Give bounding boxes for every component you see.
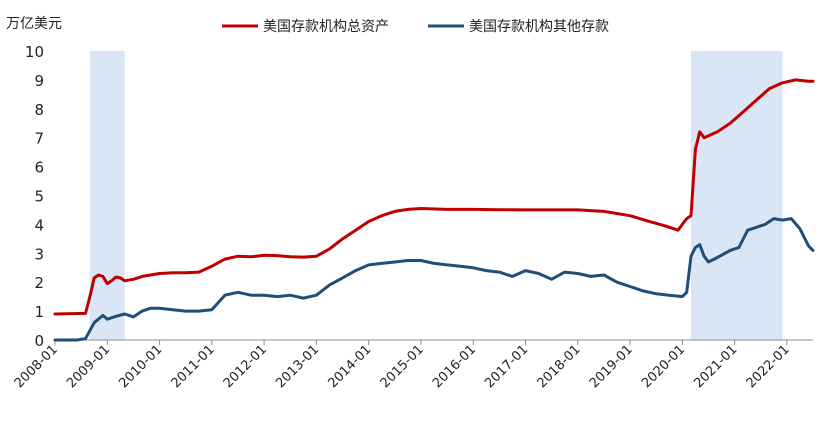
series-line-2	[53, 217, 815, 342]
x-tick-label-2010-01: 2010-01	[116, 342, 165, 391]
y-tick-label-1: 1	[34, 303, 44, 321]
x-tick-label-2013-01: 2013-01	[273, 342, 322, 391]
x-tick-label-2011-01: 2011-01	[169, 342, 218, 391]
x-tick-label-2016-01: 2016-01	[430, 342, 479, 391]
shaded-period-1	[89, 51, 125, 340]
y-tick-label-8: 8	[34, 101, 44, 119]
x-tick-label-2018-01: 2018-01	[535, 342, 584, 391]
y-tick-label-5: 5	[34, 188, 44, 206]
x-tick-label-2015-01: 2015-01	[378, 342, 427, 391]
y-tick-label-2: 2	[34, 274, 44, 292]
shaded-period-2	[691, 51, 783, 340]
y-tick-label-6: 6	[34, 159, 44, 177]
y-tick-label-10: 10	[25, 43, 44, 61]
x-tick-label-2012-01: 2012-01	[221, 342, 270, 391]
x-tick-label-2019-01: 2019-01	[587, 342, 636, 391]
y-tick-label-9: 9	[34, 72, 44, 90]
legend-label-2: 美国存款机构其他存款	[469, 19, 609, 35]
legend-label-1: 美国存款机构总资产	[263, 19, 389, 35]
y-tick-label-3: 3	[34, 245, 44, 263]
x-tick-label-2017-01: 2017-01	[482, 342, 531, 391]
x-tick-label-2009-01: 2009-01	[64, 342, 113, 391]
x-tick-label-2020-01: 2020-01	[639, 342, 688, 391]
series-line-1	[53, 78, 815, 316]
x-tick-label-2022-01: 2022-01	[744, 342, 793, 391]
y-tick-label-0: 0	[34, 332, 44, 350]
y-tick-label-4: 4	[34, 216, 44, 234]
x-tick-label-2014-01: 2014-01	[325, 342, 374, 391]
x-tick-label-2021-01: 2021-01	[691, 342, 740, 391]
y-tick-label-7: 7	[34, 130, 44, 148]
y-axis-label: 万亿美元	[6, 16, 62, 32]
